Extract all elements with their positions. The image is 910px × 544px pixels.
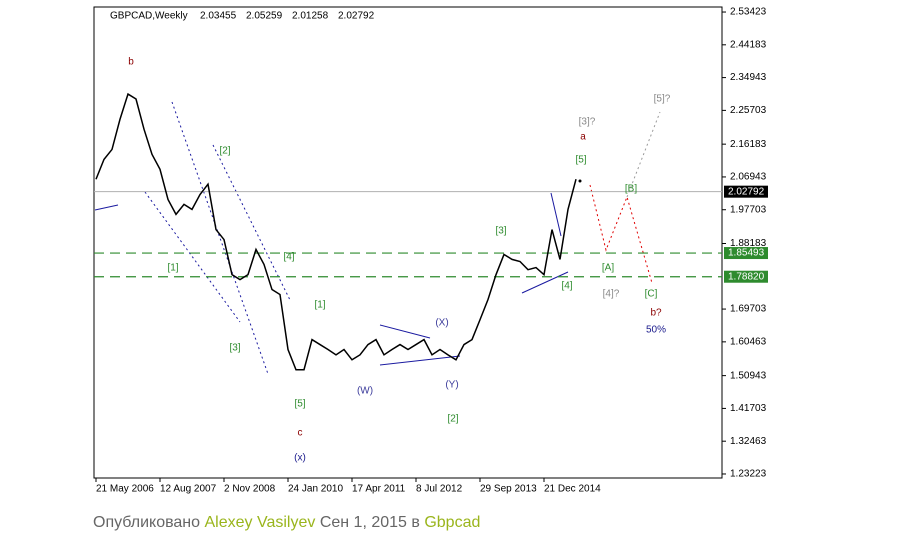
wave-label: [3]: [229, 343, 240, 354]
y-tick-label: 2.25703: [730, 105, 767, 116]
ohlc-value: 2.05259: [246, 11, 283, 22]
wave-label: [2]: [447, 414, 458, 425]
wave-label: [4]?: [603, 289, 620, 300]
wave-label: [B]: [625, 184, 637, 195]
wave-label: b: [128, 57, 134, 68]
wave-label: [3]?: [579, 117, 596, 128]
y-tick-label: 1.88183: [730, 238, 767, 249]
level-box: [724, 185, 768, 198]
symbol: GBPCAD,Weekly: [110, 11, 188, 22]
wave-label: [5]?: [654, 94, 671, 105]
y-tick-label: 1.50943: [730, 370, 767, 381]
wave-label: [2]: [219, 146, 230, 157]
plot-frame: [93, 6, 723, 479]
ohlc-value: 2.01258: [292, 11, 329, 22]
level-box: [724, 247, 768, 260]
wave-label: [C]: [645, 289, 658, 300]
x-tick-label: 2 Nov 2008: [224, 484, 276, 495]
wave-label: [1]: [167, 263, 178, 274]
y-tick-label: 2.44183: [730, 39, 767, 50]
x-tick-label: 12 Aug 2007: [160, 484, 217, 495]
y-tick-label: 1.23223: [730, 469, 767, 480]
wave-label: (Y): [445, 380, 458, 391]
y-tick-label: 1.60463: [730, 336, 767, 347]
x-tick-label: 21 May 2006: [96, 484, 154, 495]
y-tick-label: 1.32463: [730, 436, 767, 447]
wave-label: [A]: [602, 263, 614, 274]
wave-label: [5]: [294, 399, 305, 410]
level-label: 1.78820: [728, 271, 765, 282]
ohlc-value: 2.02792: [338, 11, 375, 22]
x-tick-label: 21 Dec 2014: [544, 484, 601, 495]
chart: GBPCAD,Weekly 2.03455 2.05259 2.01258 2.027…: [93, 6, 768, 495]
wave-label: [1]: [314, 300, 325, 311]
wave-label: 50%: [646, 325, 666, 336]
y-tick-label: 1.97703: [730, 204, 767, 215]
y-tick-label: 2.53423: [730, 7, 767, 18]
level-box: [724, 270, 768, 283]
footer-prefix: Опубликовано: [93, 514, 201, 531]
author-link[interactable]: Alexey Vasilyev: [204, 514, 316, 531]
price-line: [95, 92, 577, 371]
wave-label: (X): [435, 318, 448, 329]
level-label: 1.85493: [728, 248, 765, 259]
x-tick-label: 8 Jul 2012: [416, 484, 463, 495]
wave-label: [3]: [495, 226, 506, 237]
wave-label: (W): [357, 386, 373, 397]
wave-label: [4]: [283, 252, 294, 263]
y-tick-label: 2.34943: [730, 72, 767, 83]
wave-lines: [94, 101, 661, 375]
y-tick-label: 2.06943: [730, 172, 767, 183]
y-tick-label: 1.41703: [730, 403, 767, 414]
x-tick-label: 29 Sep 2013: [480, 484, 537, 495]
wave-label: [4]: [561, 281, 572, 292]
wave-label: [5]: [575, 155, 586, 166]
tag-link[interactable]: Gbpcad: [424, 514, 481, 531]
x-tick-label: 24 Jan 2010: [288, 484, 343, 495]
wave-label: b?: [650, 308, 662, 319]
wave-label: a: [580, 132, 586, 143]
level-label: 2.02792: [728, 186, 765, 197]
y-tick-label: 1.69703: [730, 304, 767, 315]
footer-date: Сен 1, 2015 в: [319, 514, 420, 531]
ohlc-value: 2.03455: [200, 11, 237, 22]
footer: Опубликовано Alexey Vasilyev Сен 1, 2015…: [93, 514, 480, 532]
wave-label: (x): [294, 453, 306, 464]
x-tick-label: 17 Apr 2011: [352, 484, 406, 495]
wave-label: c: [298, 428, 303, 439]
y-tick-label: 2.16183: [730, 139, 767, 150]
